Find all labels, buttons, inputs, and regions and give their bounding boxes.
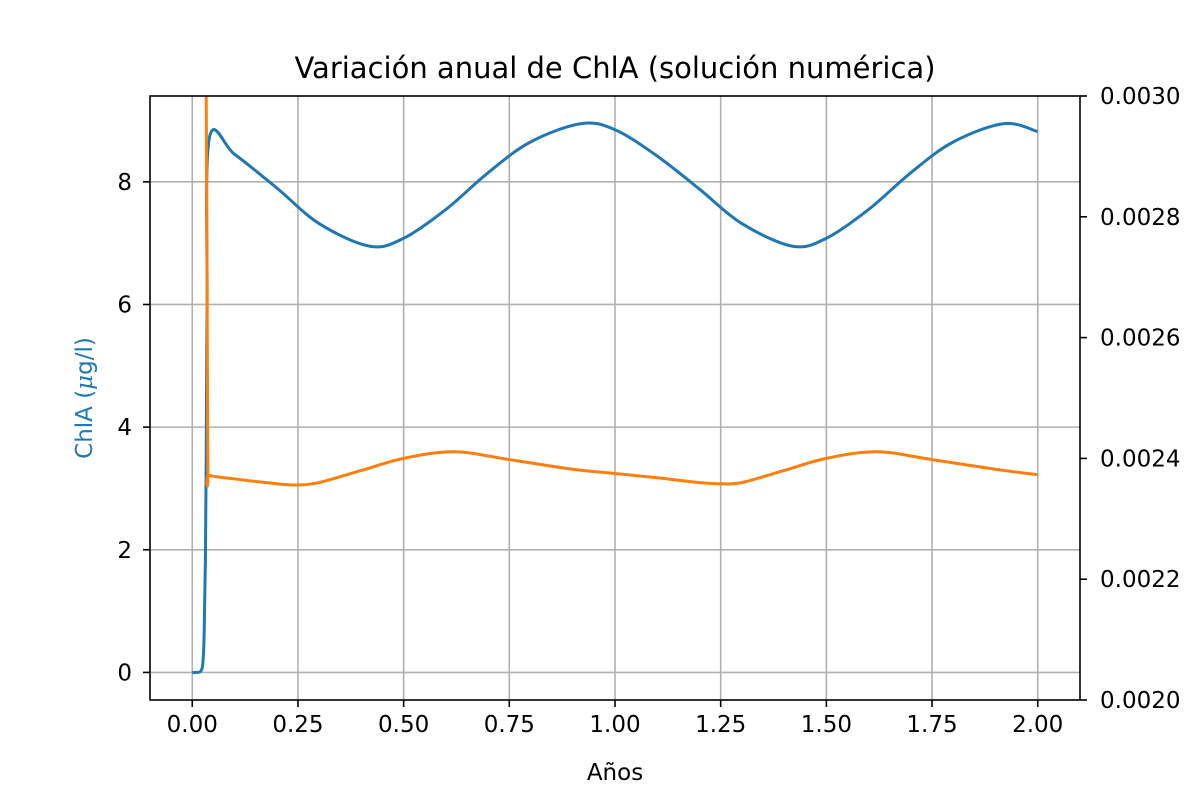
y-right-tick-label: 0.0024 — [1100, 446, 1180, 472]
y-left-tick-label: 6 — [117, 292, 132, 318]
x-tick-label: 1.75 — [906, 712, 957, 738]
y-left-tick-label: 8 — [117, 170, 132, 196]
y-right-tick-label: 0.0022 — [1100, 567, 1180, 593]
y-left-tick-label: 0 — [117, 660, 132, 686]
series-line-right-axis — [204, 96, 1038, 488]
x-tick-label: 1.00 — [589, 712, 640, 738]
x-tick-label: 0.00 — [167, 712, 218, 738]
series-line-left-axis — [192, 121, 1039, 674]
y-axis-label: ChlA (μg/l) — [72, 337, 98, 459]
y-right-tick-label: 0.0020 — [1100, 688, 1180, 714]
series-layer — [192, 96, 1039, 674]
y-right-tick-label: 0.0028 — [1100, 205, 1180, 231]
x-axis-label: Años — [587, 760, 643, 786]
y-left-tick-label: 2 — [117, 538, 132, 564]
grid-layer — [150, 96, 1080, 700]
x-tick-label: 1.50 — [801, 712, 852, 738]
y-right-tick-label: 0.0026 — [1100, 326, 1180, 352]
x-tick-label: 2.00 — [1012, 712, 1063, 738]
x-tick-label: 1.25 — [695, 712, 746, 738]
tick-layer: 0.00 0.25 0.50 0.75 1.00 1.25 1.50 1.75 2.00 0 2 4 6… — [117, 84, 1180, 738]
x-tick-label: 0.25 — [272, 712, 323, 738]
y-left-tick-label: 4 — [117, 415, 132, 441]
chart-title: Variación anual de ChlA (solución numéri… — [294, 51, 935, 85]
x-tick-label: 0.75 — [484, 712, 535, 738]
y-right-tick-label: 0.0030 — [1100, 84, 1180, 110]
x-tick-label: 0.50 — [378, 712, 429, 738]
